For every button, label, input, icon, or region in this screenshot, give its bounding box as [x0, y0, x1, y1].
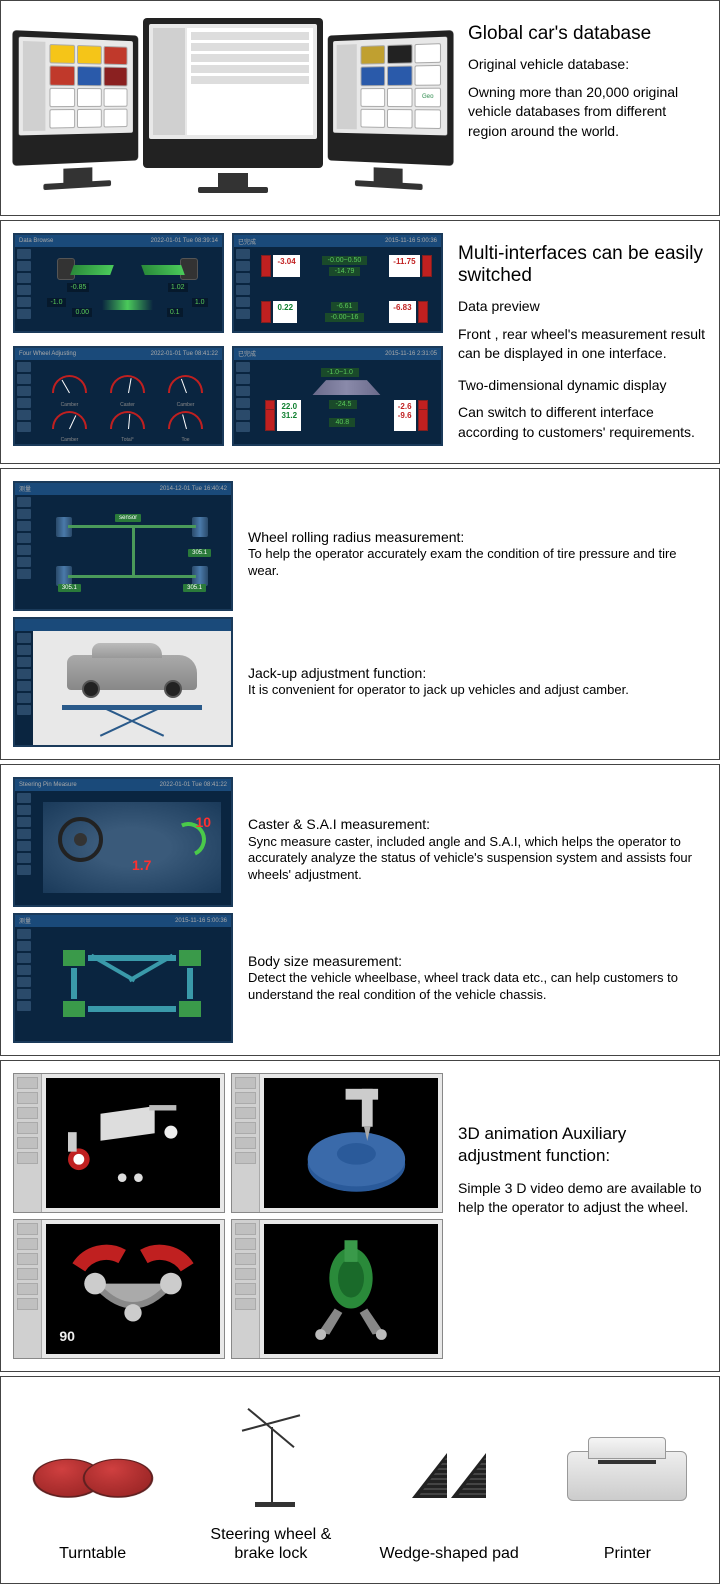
section-caster-bodysize: Steering Pin Measure2022-01-01 Tue 08:41… [0, 764, 720, 1056]
section5-text: 3D animation Auxiliary adjustment functi… [458, 1073, 707, 1359]
ui-bodysize: 测量2015-11-16 5:00:36 [13, 913, 233, 1043]
section2-title: Multi-interfaces can be easily switched [458, 243, 707, 287]
ui-alignment-view: Data Browse2022-01-01 Tue 08:39:14 -0.85… [13, 233, 224, 333]
s4-h1: Caster & S.A.I measurement: [248, 815, 707, 833]
anim-panel-3: 90 [13, 1219, 225, 1359]
s4-h2: Body size measurement: [248, 952, 707, 970]
ui-screenshots-grid: Data Browse2022-01-01 Tue 08:39:14 -0.85… [13, 233, 443, 451]
section1-body: Owning more than 20,000 original vehicle… [468, 83, 707, 142]
ui-gauges: Four Wheel Adjusting2022-01-01 Tue 08:41… [13, 346, 224, 446]
s3-p1: To help the operator accurately exam the… [248, 546, 707, 580]
accessory-turntable: Turntable [11, 1416, 174, 1563]
section1-subhead: Original vehicle database: [468, 55, 707, 75]
section-global-database: Geo Global car's database Original vehic… [0, 0, 720, 216]
acc-label-2: Steering wheel & brake lock [189, 1525, 352, 1563]
anim-panels: 90 [13, 1073, 443, 1359]
ui-readout-2: 已完成2015-11-16 2:31:05 -1.0~1.0 22.0 -24.… [232, 346, 443, 446]
anim-tool-icon [264, 1078, 438, 1208]
ui-rolling-radius: 测量2014-12-01 Tue 16:40:42 sensor 305.1 3… [13, 481, 233, 611]
anim-suspension-icon: 90 [46, 1224, 220, 1354]
s4-p1: Sync measure caster, included angle and … [248, 834, 707, 885]
anim-panel-2 [231, 1073, 443, 1213]
s3-h1: Wheel rolling radius measurement: [248, 528, 707, 546]
section2-body2: Can switch to different interface accord… [458, 403, 707, 442]
svg-text:90: 90 [59, 1328, 75, 1344]
monitor-left [12, 30, 138, 166]
section2-body1: Front , rear wheel's measurement result … [458, 325, 707, 364]
monitors-illustration: Geo [13, 13, 453, 203]
section1-title: Global car's database [468, 23, 707, 45]
section2-sub1: Data preview [458, 297, 707, 317]
acc-label-1: Turntable [59, 1544, 126, 1563]
section-wheel-jackup: 测量2014-12-01 Tue 16:40:42 sensor 305.1 3… [0, 468, 720, 760]
s4-p2: Detect the vehicle wheelbase, wheel trac… [248, 970, 707, 1004]
accessory-printer: Printer [546, 1416, 709, 1563]
accessory-wedge-pad: Wedge-shaped pad [368, 1416, 531, 1563]
accessory-steering-lock: Steering wheel & brake lock [189, 1397, 352, 1563]
section5-body: Simple 3 D video demo are available to h… [458, 1179, 707, 1218]
anim-panel-1 [13, 1073, 225, 1213]
section5-title: 3D animation Auxiliary adjustment functi… [458, 1123, 707, 1167]
section3-text: Wheel rolling radius measurement: To hel… [248, 481, 707, 747]
section3-screens: 测量2014-12-01 Tue 16:40:42 sensor 305.1 3… [13, 481, 233, 747]
monitor-center [143, 18, 323, 168]
section2-text: Multi-interfaces can be easily switched … [458, 233, 707, 451]
anim-exploded-icon [46, 1078, 220, 1208]
monitor-right: Geo [328, 30, 454, 166]
s3-p2: It is convenient for operator to jack up… [248, 682, 707, 699]
ui-readout-1: 已完成2015-11-16 5:00:36 -3.04 -0.00~0.50-1… [232, 233, 443, 333]
section-accessories: Turntable Steering wheel & brake lock We… [0, 1376, 720, 1584]
ui-jackup [13, 617, 233, 747]
acc-label-4: Printer [604, 1544, 651, 1563]
section-multi-interfaces: Data Browse2022-01-01 Tue 08:39:14 -0.85… [0, 220, 720, 464]
section4-screens: Steering Pin Measure2022-01-01 Tue 08:41… [13, 777, 233, 1043]
ui-caster: Steering Pin Measure2022-01-01 Tue 08:41… [13, 777, 233, 907]
section-3d-animation: 90 3D animation Auxiliary adjustment fun… [0, 1060, 720, 1372]
section1-text: Global car's database Original vehicle d… [468, 13, 707, 203]
section4-text: Caster & S.A.I measurement: Sync measure… [248, 777, 707, 1043]
anim-panel-4 [231, 1219, 443, 1359]
s3-h2: Jack-up adjustment function: [248, 664, 707, 682]
anim-joint-icon [264, 1224, 438, 1354]
acc-label-3: Wedge-shaped pad [379, 1544, 518, 1563]
section2-sub2: Two-dimensional dynamic display [458, 376, 707, 396]
